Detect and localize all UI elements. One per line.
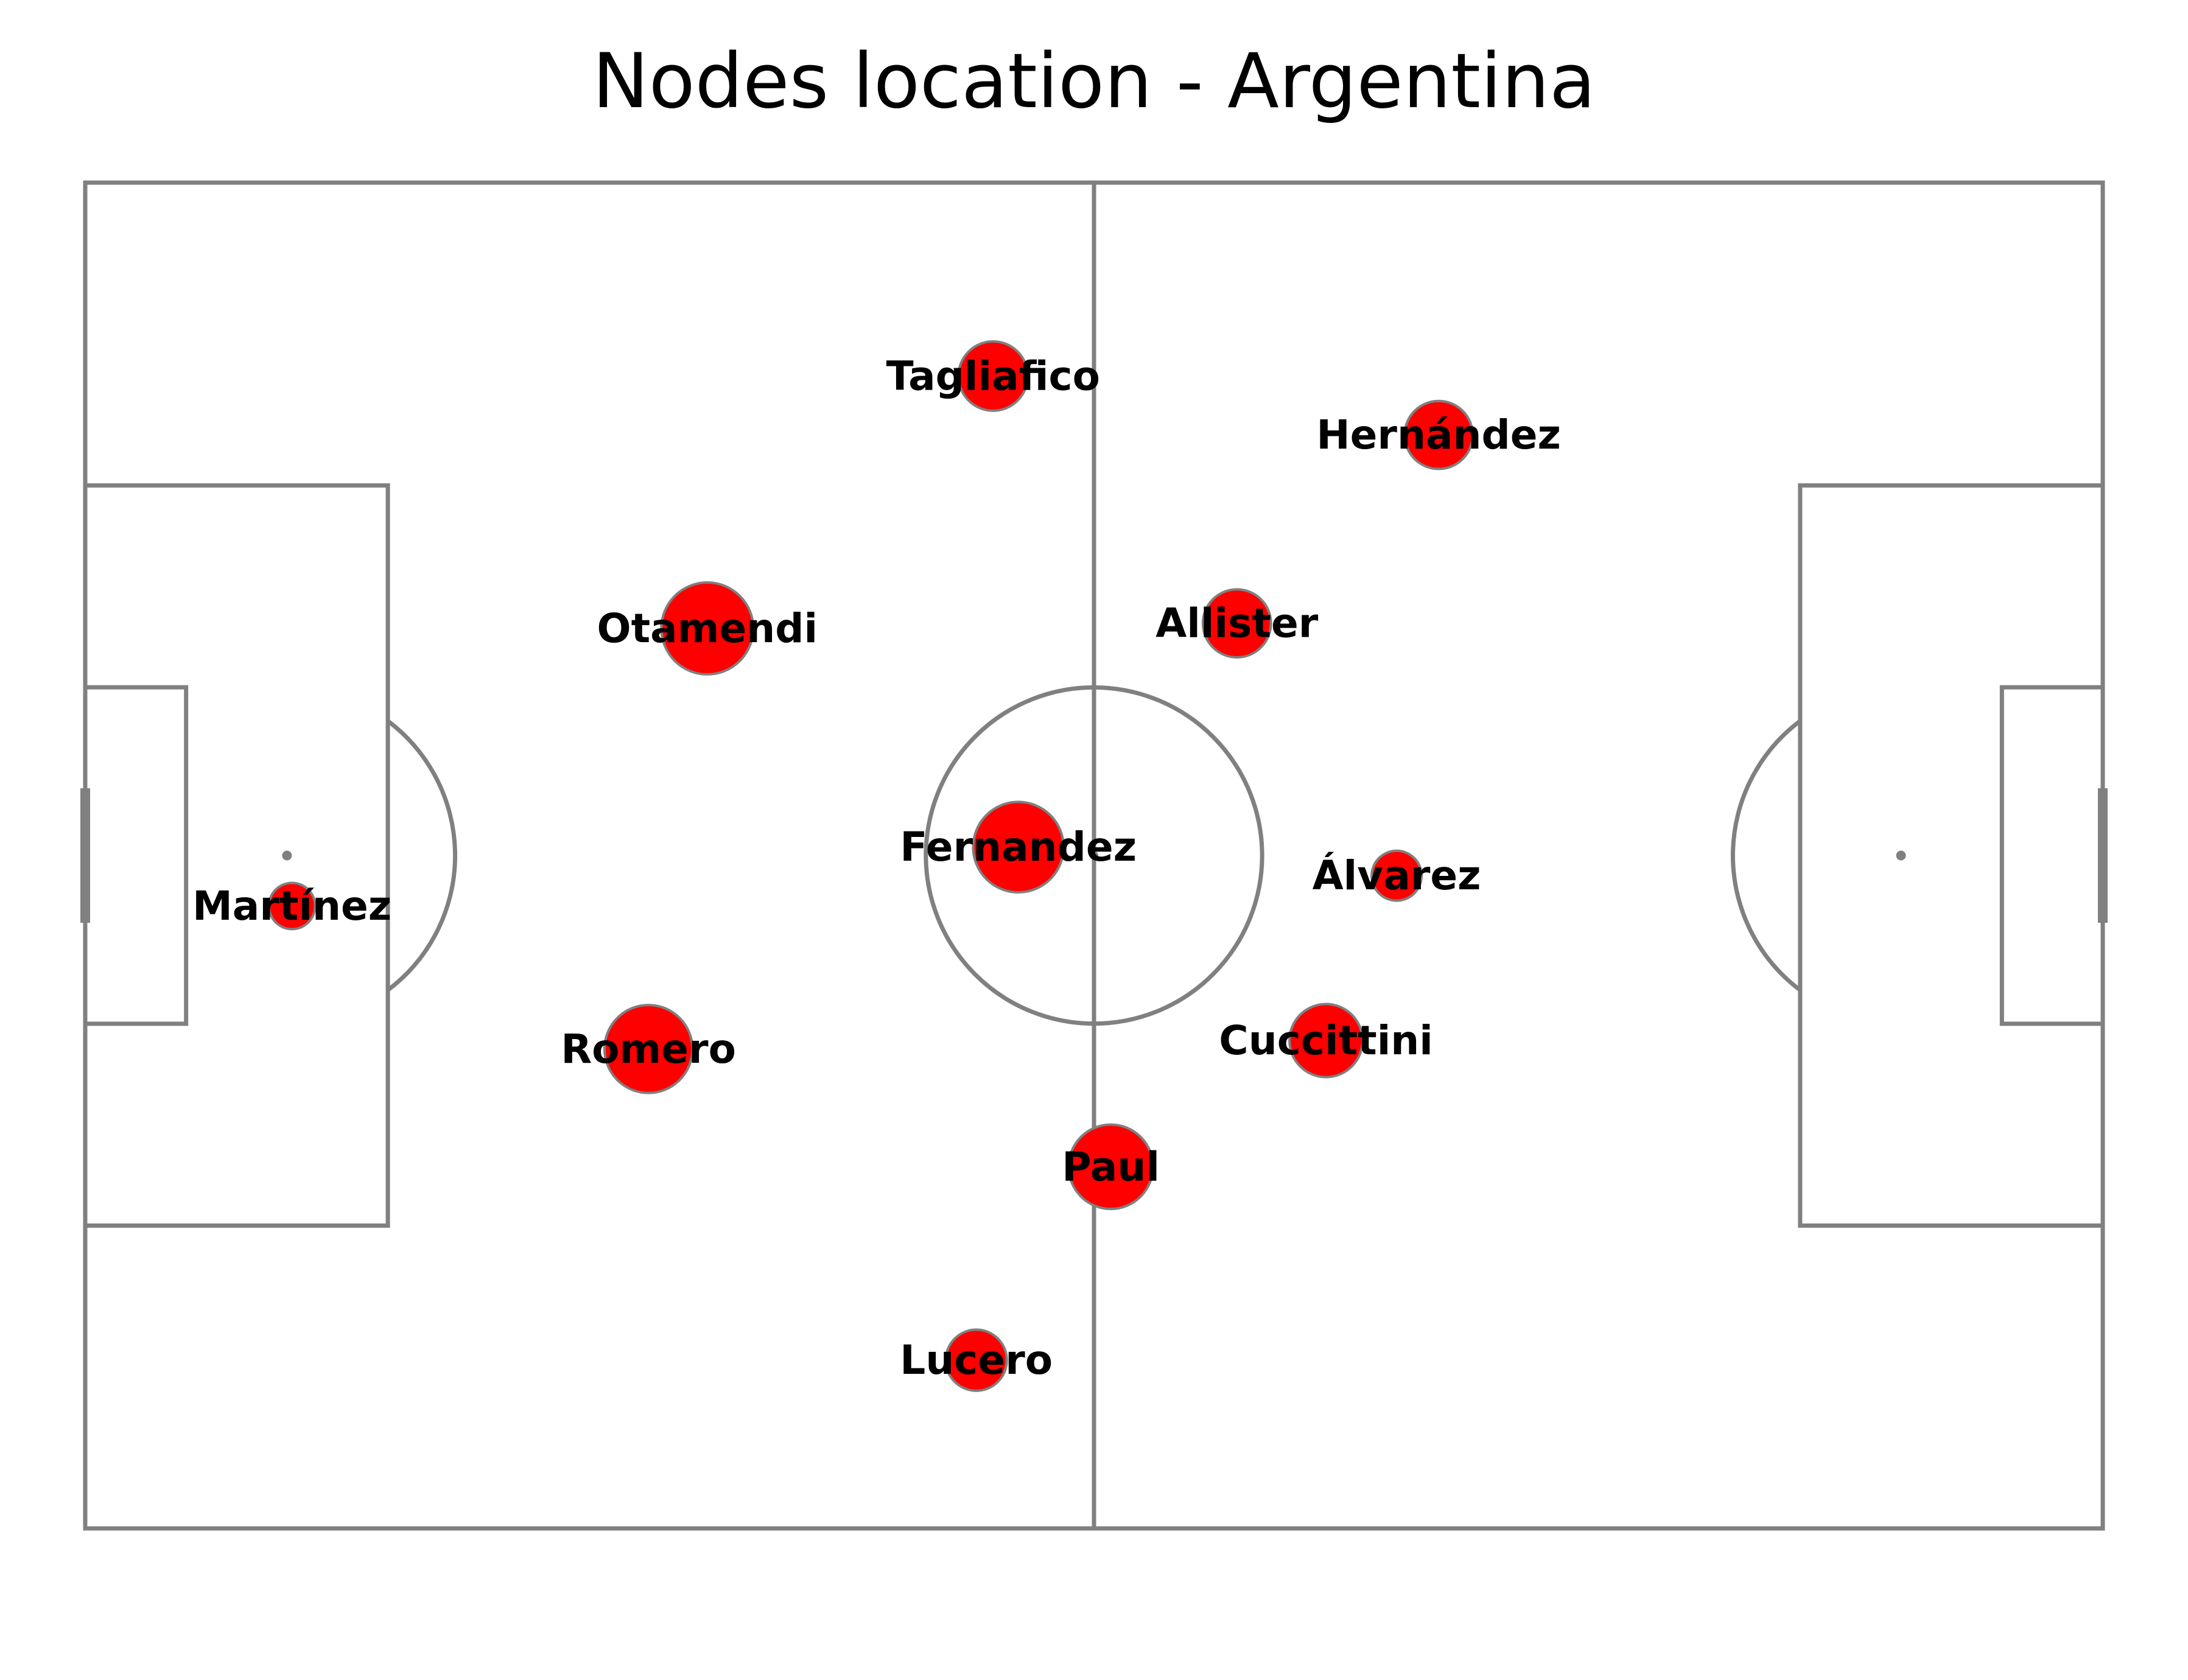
left-goal-area — [85, 685, 189, 1026]
player-node — [944, 1328, 1008, 1392]
center-circle — [924, 685, 1264, 1026]
player-labels: Tagliafico Hernández Otamendi Allister Ferna… — [192, 352, 1561, 1384]
player-label: Paul — [1062, 1143, 1160, 1190]
player-node — [1067, 1123, 1154, 1211]
player-label: Álvarez — [1313, 852, 1481, 899]
left-penalty-arc — [386, 719, 457, 992]
player-label: Cuccittini — [1219, 1017, 1433, 1064]
pitch — [80, 180, 2108, 1531]
player-node — [1201, 588, 1272, 659]
right-penalty-area — [1798, 483, 2103, 1228]
player-label: Otamendi — [597, 605, 818, 652]
player-node — [1403, 399, 1474, 471]
right-penalty-spot — [1896, 850, 1906, 861]
center-spot — [1090, 851, 1098, 860]
player-label: Romero — [561, 1026, 736, 1073]
left-penalty-area — [85, 483, 390, 1228]
player-nodes — [267, 340, 1474, 1392]
player-node — [267, 881, 317, 931]
player-label: Tagliafico — [886, 352, 1100, 399]
player-label: Hernández — [1316, 411, 1560, 458]
chart-title: Nodes location - Argentina — [592, 38, 1596, 125]
right-goal-area — [1999, 685, 2103, 1026]
player-label: Martínez — [192, 883, 391, 929]
right-penalty-arc — [1731, 719, 1802, 992]
left-penalty-spot — [282, 850, 292, 861]
player-label: Allister — [1155, 600, 1319, 647]
player-node — [1288, 1003, 1364, 1079]
player-node — [603, 1004, 694, 1094]
player-node — [972, 800, 1065, 894]
player-label: Fernandez — [900, 824, 1137, 870]
player-node — [957, 340, 1029, 412]
player-label: Lucero — [900, 1337, 1053, 1384]
player-node — [660, 581, 755, 676]
player-node — [1370, 849, 1423, 902]
